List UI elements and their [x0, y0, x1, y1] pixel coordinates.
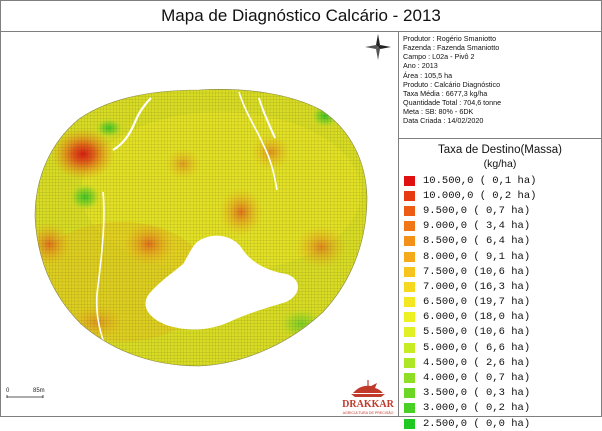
scale-bar: 0 85m — [5, 385, 65, 399]
track-line — [238, 91, 278, 191]
legend-label: 7.000,0 (16,3 ha) — [423, 280, 531, 293]
info-line: Meta : SB: 80% - 6DK — [403, 107, 474, 117]
scale-start-label: 0 — [6, 388, 10, 394]
brand-logo: DRAKKAR AGRICULTURA DE PRECISÃO — [337, 377, 399, 417]
info-line: Produto : Calcário Diagnóstico — [403, 79, 501, 89]
info-line: Área : 105,5 ha — [403, 70, 453, 80]
legend-label: 3.500,0 ( 0,3 ha) — [423, 387, 531, 400]
info-panel: Produtor : Rogério Smaniotto Fazenda : F… — [399, 32, 601, 139]
legend-item: 4.000,0 ( 0,7 ha) — [404, 370, 536, 385]
legend-list: 10.500,0 ( 0,1 ha) 10.000,0 ( 0,2 ha) 9.50… — [404, 173, 536, 431]
legend-item: 4.500,0 ( 2,6 ha) — [404, 355, 536, 370]
legend-label: 2.500,0 ( 0,0 ha) — [423, 417, 531, 430]
track-line — [112, 97, 152, 151]
field-boundary — [34, 89, 368, 367]
info-line: Campo : L02a - Pivô 2 — [403, 52, 475, 62]
legend-swatch — [404, 312, 415, 323]
field-metadata: Produtor : Rogério Smaniotto Fazenda : F… — [403, 34, 501, 126]
legend-swatch — [404, 175, 415, 186]
legend-label: 4.500,0 ( 2,6 ha) — [423, 356, 531, 369]
info-line: Taxa Média : 6677,3 kg/ha — [403, 88, 488, 98]
track-line — [95, 191, 114, 363]
legend-item: 8.500,0 ( 6,4 ha) — [404, 234, 536, 249]
legend-swatch — [404, 221, 415, 232]
logo-name: DRAKKAR — [342, 399, 394, 410]
legend-swatch — [404, 236, 415, 247]
legend-label: 7.500,0 (10,6 ha) — [423, 265, 531, 278]
legend-item: 6.000,0 (18,0 ha) — [404, 310, 536, 325]
legend-item: 3.000,0 ( 0,2 ha) — [404, 401, 536, 416]
legend-label: 9.000,0 ( 3,4 ha) — [423, 220, 531, 233]
legend-swatch — [404, 266, 415, 277]
legend-label: 8.500,0 ( 6,4 ha) — [423, 235, 531, 248]
legend-item: 8.000,0 ( 9,1 ha) — [404, 249, 536, 264]
info-line: Fazenda : Fazenda Smaniotto — [403, 43, 500, 53]
legend-item: 9.500,0 ( 0,7 ha) — [404, 203, 536, 218]
scale-end-label: 85m — [33, 388, 45, 394]
field-polygon — [35, 89, 367, 366]
title-bar: Mapa de Diagnóstico Calcário - 2013 — [1, 1, 601, 32]
legend-title: Taxa de Destino(Massa) — [438, 144, 562, 156]
legend-swatch — [404, 373, 415, 384]
field-map[interactable] — [1, 32, 398, 416]
legend-label: 10.500,0 ( 0,1 ha) — [423, 174, 537, 187]
legend-swatch — [404, 418, 415, 429]
legend-unit: (kg/ha) — [483, 158, 517, 170]
info-line: Ano : 2013 — [403, 61, 438, 71]
legend-item: 3.500,0 ( 0,3 ha) — [404, 386, 536, 401]
legend-label: 8.000,0 ( 9,1 ha) — [423, 250, 531, 263]
legend-swatch — [404, 297, 415, 308]
legend-swatch — [404, 205, 415, 216]
legend-item: 5.000,0 ( 6,6 ha) — [404, 340, 536, 355]
legend-item: 10.500,0 ( 0,1 ha) — [404, 173, 536, 188]
info-line: Produtor : Rogério Smaniotto — [403, 34, 497, 43]
legend-label: 6.500,0 (19,7 ha) — [423, 296, 531, 309]
info-line: Quantidade Total : 704,6 tonne — [403, 98, 502, 108]
north-arrow-icon: N — [365, 34, 391, 60]
legend-swatch — [404, 190, 415, 201]
map-title: Mapa de Diagnóstico Calcário - 2013 — [161, 6, 441, 25]
legend-item: 9.000,0 ( 3,4 ha) — [404, 219, 536, 234]
legend-item: 10.000,0 ( 0,2 ha) — [404, 188, 536, 203]
legend-item: 6.500,0 (19,7 ha) — [404, 295, 536, 310]
legend-swatch — [404, 342, 415, 353]
logo-tagline: AGRICULTURA DE PRECISÃO — [343, 410, 394, 415]
legend-swatch — [404, 281, 415, 292]
legend-swatch — [404, 388, 415, 399]
info-line: Data Criada : 14/02/2020 — [403, 116, 484, 126]
legend-item: 2.500,0 ( 0,0 ha) — [404, 416, 536, 431]
legend-swatch — [404, 327, 415, 338]
legend-swatch — [404, 251, 415, 262]
map-area[interactable]: N 0 85m DRAKKAR AGRICULTURA DE PRECISÃO — [1, 32, 399, 416]
legend-label: 3.000,0 ( 0,2 ha) — [423, 402, 531, 415]
legend-label: 5.000,0 ( 6,6 ha) — [423, 341, 531, 354]
track-line — [258, 97, 276, 139]
legend: Taxa de Destino(Massa) (kg/ha) 10.500,0 … — [399, 139, 601, 430]
legend-swatch — [404, 357, 415, 368]
legend-label: 4.000,0 ( 0,7 ha) — [423, 372, 531, 385]
legend-item: 7.500,0 (10,6 ha) — [404, 264, 536, 279]
legend-label: 5.500,0 (10,6 ha) — [423, 326, 531, 339]
legend-label: 6.000,0 (18,0 ha) — [423, 311, 531, 324]
legend-item: 7.000,0 (16,3 ha) — [404, 279, 536, 294]
legend-label: 10.000,0 ( 0,2 ha) — [423, 189, 537, 202]
legend-item: 5.500,0 (10,6 ha) — [404, 325, 536, 340]
legend-swatch — [404, 403, 415, 414]
legend-label: 9.500,0 ( 0,7 ha) — [423, 204, 531, 217]
